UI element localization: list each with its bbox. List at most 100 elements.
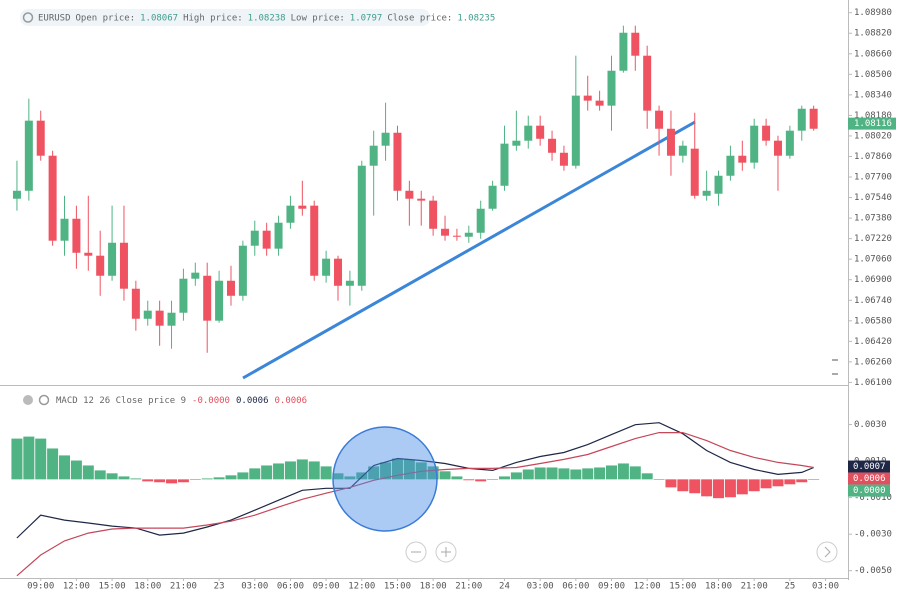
candle-body (583, 95, 592, 101)
histogram-bar (261, 465, 273, 480)
candle-body (631, 32, 640, 56)
y-tick-label: 0.0030 (854, 420, 887, 430)
x-tick-label: 12:00 (634, 582, 661, 592)
x-tick-label: 03:00 (812, 582, 839, 592)
histogram-bar (284, 461, 296, 480)
histogram-bar (332, 473, 344, 480)
candle-body (179, 278, 188, 313)
candle-body (690, 148, 699, 196)
candle-body (726, 155, 735, 176)
x-tick-label: 12:00 (63, 582, 90, 592)
y-tick-label: 1.07380 (854, 214, 892, 224)
histogram-bar (82, 465, 94, 480)
histogram-bar (154, 479, 166, 483)
candle-body (12, 190, 21, 199)
y-tick-label: 1.06260 (854, 357, 892, 367)
last-value-label: 0.0007 (853, 462, 886, 472)
candle-body (476, 208, 485, 233)
histogram-bar (701, 479, 713, 497)
candle-body (250, 230, 259, 246)
histogram-bar (237, 472, 249, 480)
histogram-bar (451, 476, 463, 480)
histogram-bar (439, 471, 451, 480)
candle-body (310, 205, 319, 276)
candle-body (595, 100, 604, 106)
histogram-bar (368, 466, 380, 480)
histogram-bar (724, 479, 736, 498)
candle-body (357, 165, 366, 286)
x-tick-label: 24 (499, 582, 510, 592)
indicator-value: 0.0006 (236, 396, 269, 406)
candle-body (84, 252, 93, 256)
candle-body (203, 275, 212, 321)
indicator-line (16, 422, 814, 539)
candle-body (678, 145, 687, 156)
last-value-label: 0.0006 (853, 474, 886, 484)
candle-body (429, 200, 438, 229)
candle-body (274, 222, 283, 249)
candle-body (226, 280, 235, 296)
legend-field-value: 1.0797 (350, 13, 383, 23)
x-tick-label: 23 (214, 582, 225, 592)
candle-body (750, 125, 759, 163)
histogram-bar (498, 476, 510, 480)
y-tick-label: 1.07540 (854, 193, 892, 203)
histogram-bar (463, 479, 475, 481)
y-tick-label: 1.06420 (854, 337, 892, 347)
legend-field-label: Open price: (76, 13, 136, 23)
zoom-in-button[interactable] (435, 541, 457, 563)
histogram-bar (546, 467, 558, 480)
candle-body (785, 130, 794, 156)
y-tick-label: 1.08340 (854, 90, 892, 100)
settings-icon[interactable] (38, 394, 50, 406)
candle-body (452, 235, 461, 237)
candle-body (417, 198, 426, 201)
x-tick-label: 18:00 (705, 582, 732, 592)
scroll-right-button[interactable] (816, 541, 838, 563)
candle-body (773, 140, 782, 156)
y-tick-label: 1.07860 (854, 152, 892, 162)
x-tick-label: 21:00 (170, 582, 197, 592)
y-tick-label: -0.0050 (854, 566, 892, 576)
histogram-bar (772, 479, 784, 487)
legend-symbol: EURUSD (38, 13, 71, 23)
candle-body (36, 120, 45, 156)
close-icon[interactable] (23, 395, 33, 405)
last-value-label: 0.0000 (853, 486, 886, 496)
histogram-bar (118, 476, 130, 480)
histogram-bar (142, 479, 154, 482)
x-tick-label: 15:00 (99, 582, 126, 592)
histogram-bar (225, 475, 237, 480)
zoom-out-button[interactable] (405, 541, 427, 563)
candle-body (548, 138, 557, 153)
histogram-bar (177, 479, 189, 483)
y-tick-label: 1.08980 (854, 8, 892, 18)
x-tick-label: 12:00 (348, 582, 375, 592)
x-tick-label: 25 (784, 582, 795, 592)
candle-body (215, 280, 224, 321)
indicator-value: -0.0000 (192, 396, 230, 406)
histogram-bar (570, 469, 582, 480)
candle-body (108, 242, 117, 276)
candle-body (714, 175, 723, 194)
settings-icon[interactable] (22, 12, 34, 23)
x-tick-label: 18:00 (420, 582, 447, 592)
candle-body (762, 125, 771, 141)
candle-body (131, 288, 140, 319)
legend-pill (20, 9, 430, 26)
y-tick-label: 1.06740 (854, 296, 892, 306)
histogram-bar (582, 468, 594, 480)
histogram-bar (201, 478, 213, 480)
histogram-bar (522, 469, 534, 480)
histogram-bar (427, 466, 439, 480)
histogram-bar (70, 460, 82, 480)
x-tick-label: 09:00 (598, 582, 625, 592)
candle-body (286, 205, 295, 223)
histogram-bar (189, 479, 201, 480)
candle-body (738, 155, 747, 163)
candle-body (655, 110, 664, 129)
y-tick-label: 1.08660 (854, 49, 892, 59)
histogram-bar (308, 461, 320, 480)
last-value-tag (848, 472, 890, 485)
